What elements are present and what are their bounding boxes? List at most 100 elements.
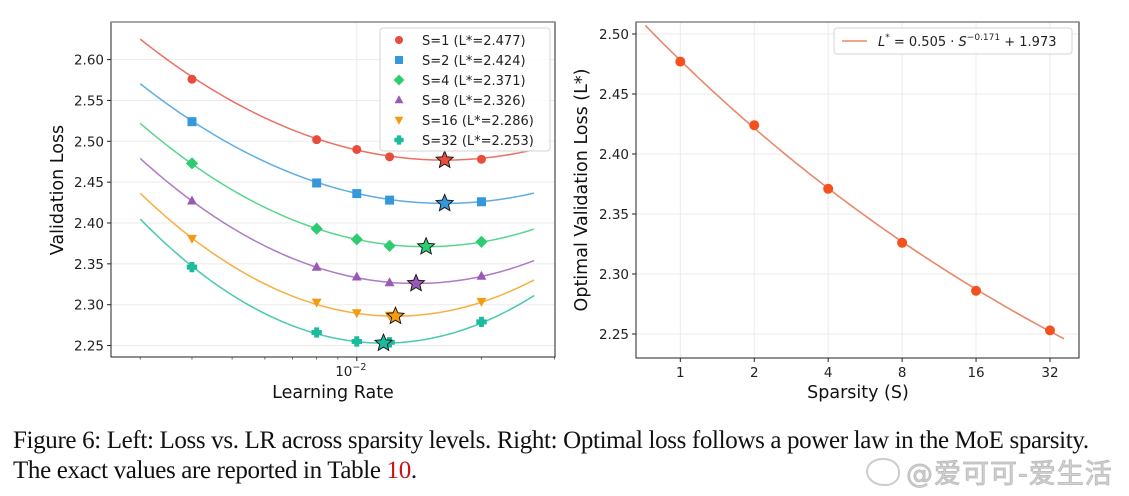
left-y-axis-label: Validation Loss — [48, 125, 68, 255]
left-legend-box — [379, 27, 551, 152]
right-legend-box — [833, 27, 1073, 55]
left-fit-curve-1 — [139, 38, 535, 161]
legend-entry-label: S=8 (L*=2.326) — [422, 94, 526, 109]
right-data-point — [675, 56, 686, 67]
left-x-axis-label: Learning Rate — [272, 383, 394, 403]
right-data-point — [971, 285, 982, 296]
left-fit-curve-2 — [139, 83, 535, 205]
legend-entry-label: S=2 (L*=2.424) — [422, 54, 526, 69]
left-data-point — [352, 189, 362, 199]
right-power-law-fit-line — [644, 24, 1065, 340]
right-y-tick-label: 2.25 — [599, 327, 629, 343]
right-x-ticks: 1 2 4 8 16 32 — [676, 358, 1059, 381]
left-fit-curve-3 — [139, 122, 535, 248]
left-fit-curve-6 — [139, 218, 535, 344]
left-fit-curves — [139, 38, 535, 344]
legend-marker-triangle-up — [394, 95, 404, 104]
figure: 2.25 2.30 2.35 2.40 2.45 2.50 2.55 2.60 10−2 Le… — [48, 21, 1080, 403]
right-x-tick-label: 32 — [1041, 365, 1058, 381]
left-data-point — [383, 239, 396, 252]
left-data-point — [312, 135, 322, 145]
left-data-point — [476, 297, 487, 307]
left-data-point — [476, 270, 487, 280]
legend-constant: + 1.973 — [1000, 35, 1056, 50]
left-data-point — [384, 277, 395, 287]
left-data-point — [187, 117, 197, 127]
right-legend-label: L* = 0.505 · S−0.171 + 1.973 — [878, 33, 1056, 50]
right-data-point — [749, 120, 760, 131]
left-data-point — [476, 154, 486, 164]
caption-period: . — [410, 457, 417, 484]
left-data-point — [351, 271, 362, 281]
left-data-point — [311, 261, 322, 271]
watermark: @爱可可-爱生活 — [866, 452, 1113, 491]
left-data-point — [351, 309, 362, 319]
right-chart: 2.25 2.30 2.35 2.40 2.45 2.50 1 2 4 8 16 32 Sparsi… — [572, 21, 1080, 403]
right-y-tick-label: 2.35 — [599, 207, 629, 223]
left-chart: 2.25 2.30 2.35 2.40 2.45 2.50 2.55 2.60 10−2 Le… — [48, 21, 556, 403]
left-data-point — [385, 152, 395, 162]
left-data-point — [385, 195, 395, 205]
right-y-tick-label: 2.50 — [599, 27, 629, 43]
legend-entry-label: S=1 (L*=2.477) — [422, 34, 526, 49]
right-x-axis-label: Sparsity (S) — [807, 383, 909, 403]
watermark-text: @爱可可-爱生活 — [906, 459, 1113, 491]
left-y-tick-label: 2.60 — [74, 53, 104, 69]
legend-marker-square — [395, 56, 403, 64]
right-x-tick-label: 8 — [898, 365, 907, 381]
right-y-axis-label: Optimal Validation Loss (L*) — [572, 69, 592, 312]
right-data-points — [675, 56, 1055, 336]
legend-exponent: −0.171 — [967, 33, 1000, 43]
left-data-point — [475, 235, 488, 248]
left-y-tick-label: 2.30 — [74, 298, 104, 314]
left-data-point — [185, 157, 199, 170]
legend-L: L — [878, 35, 885, 50]
legend-marker-circle — [395, 36, 403, 44]
left-y-tick-label: 2.50 — [74, 134, 104, 150]
right-legend: L* = 0.505 · S−0.171 + 1.973 — [833, 27, 1073, 55]
right-x-tick-label: 16 — [967, 365, 984, 381]
left-x-ticks: 10−2 — [139, 357, 555, 380]
left-y-tick-label: 2.25 — [74, 339, 104, 355]
left-data-point — [312, 178, 322, 188]
left-y-tick-label: 2.40 — [74, 216, 104, 232]
left-optimum-star — [416, 236, 436, 255]
left-data-point — [352, 144, 362, 154]
left-data-point — [186, 261, 198, 273]
left-y-tick-label: 2.35 — [74, 257, 104, 273]
right-y-ticks: 2.25 2.30 2.35 2.40 2.45 2.50 — [599, 27, 636, 343]
left-data-point — [476, 197, 486, 207]
caption-text: Figure 6: Left: Loss vs. LR across spars… — [13, 427, 1089, 484]
left-data-point — [187, 234, 197, 244]
right-x-tick-label: 1 — [676, 365, 685, 381]
left-y-ticks: 2.25 2.30 2.35 2.40 2.45 2.50 2.55 2.60 — [74, 53, 111, 355]
left-data-point — [476, 316, 487, 328]
left-data-point — [351, 336, 362, 347]
legend-marker-diamond — [393, 74, 405, 86]
right-y-tick-label: 2.40 — [599, 147, 629, 163]
right-x-tick-label: 4 — [824, 365, 833, 381]
left-optimum-star — [434, 193, 455, 212]
left-x-tick-label: 10−2 — [335, 362, 366, 380]
table-reference-link[interactable]: 10 — [386, 457, 412, 484]
right-data-point — [823, 183, 834, 194]
left-data-point — [350, 233, 363, 246]
left-data-point — [311, 327, 322, 338]
left-data-point — [187, 195, 197, 205]
right-plot-area — [636, 22, 1079, 358]
legend-eq: = 0.505 · — [890, 35, 959, 50]
right-x-tick-label: 2 — [750, 365, 759, 381]
left-optimum-star — [434, 149, 455, 169]
right-y-tick-label: 2.30 — [599, 267, 629, 283]
left-optimum-star — [373, 332, 394, 352]
left-fit-curve-4 — [139, 157, 535, 285]
left-y-tick-label: 2.45 — [74, 175, 104, 191]
legend-star: * — [885, 33, 890, 43]
legend-entry-label: S=4 (L*=2.371) — [422, 74, 526, 89]
left-optimum-star — [385, 305, 406, 325]
right-data-point — [897, 237, 908, 248]
left-y-tick-label: 2.55 — [74, 93, 104, 109]
left-legend: S=1 (L*=2.477) S=2 (L*=2.424) S=4 (L*=2.37… — [379, 27, 551, 152]
legend-S: S — [959, 35, 967, 50]
left-data-point — [310, 222, 323, 235]
